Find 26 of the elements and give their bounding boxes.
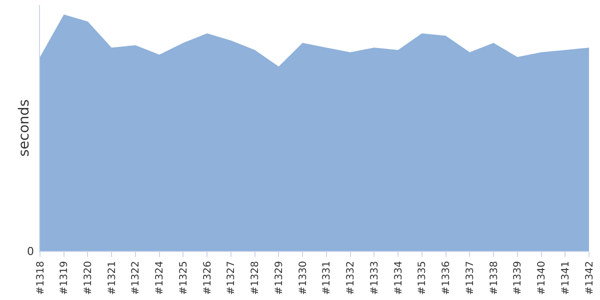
x-tick-label: #1334 — [393, 261, 404, 295]
x-tick-label: #1320 — [82, 261, 94, 295]
x-tick-label: #1332 — [346, 261, 357, 295]
x-tick-label: #1335 — [417, 261, 428, 295]
x-tick-label: #1324 — [154, 261, 166, 295]
x-tick-label: #1342 — [584, 261, 596, 295]
x-tick-label: #1318 — [35, 261, 46, 295]
x-tick-label: #1328 — [250, 261, 262, 295]
x-tick-label: #1333 — [369, 261, 380, 295]
x-tick-label: #1325 — [178, 261, 190, 295]
x-tick-label: #1322 — [130, 261, 142, 295]
y-axis-title: seconds — [16, 99, 33, 157]
x-tick-label: #1339 — [512, 261, 524, 295]
x-tick-label: #1336 — [441, 261, 452, 295]
x-tick-label: #1337 — [464, 261, 476, 295]
x-tick-label: #1327 — [226, 261, 238, 295]
x-tick-label: #1321 — [106, 261, 118, 295]
x-tick-label: #1319 — [59, 261, 70, 295]
x-tick-label: #1330 — [298, 261, 309, 295]
x-tick-label: #1326 — [202, 261, 214, 295]
x-tick-label: #1341 — [560, 261, 572, 295]
x-tick-label: #1329 — [274, 261, 285, 295]
x-tick-label: #1338 — [488, 261, 500, 295]
x-tick-label: #1340 — [536, 261, 548, 295]
text: 0 — [27, 245, 34, 258]
x-tick-label: #1331 — [322, 261, 333, 295]
